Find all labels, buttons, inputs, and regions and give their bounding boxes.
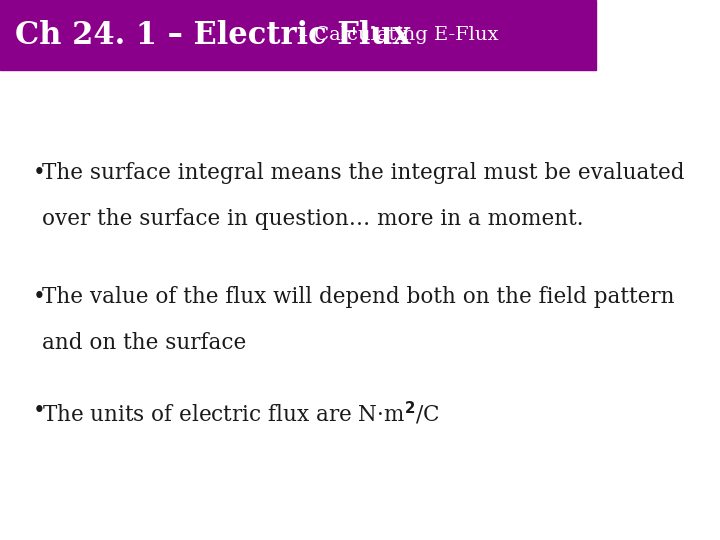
Text: •: • — [33, 286, 45, 308]
Text: – Calculating E-Flux: – Calculating E-Flux — [292, 26, 499, 44]
Text: The value of the flux will depend both on the field pattern: The value of the flux will depend both o… — [42, 286, 674, 308]
Text: •: • — [33, 400, 45, 422]
Text: over the surface in question… more in a moment.: over the surface in question… more in a … — [42, 208, 583, 230]
Text: Ch 24. 1 – Electric Flux: Ch 24. 1 – Electric Flux — [15, 19, 410, 51]
Text: The surface integral means the integral must be evaluated: The surface integral means the integral … — [42, 162, 684, 184]
FancyBboxPatch shape — [0, 0, 596, 70]
Text: •: • — [33, 162, 45, 184]
Text: and on the surface: and on the surface — [42, 332, 246, 354]
Text: The units of electric flux are N·m$^{\mathbf{2}}$/C: The units of electric flux are N·m$^{\ma… — [42, 400, 439, 427]
